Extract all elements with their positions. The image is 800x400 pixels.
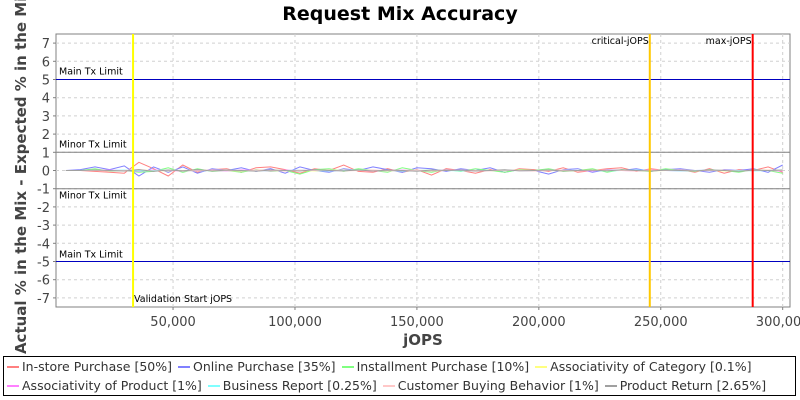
marker-label: critical-jOPS — [592, 36, 649, 47]
legend-item: Online Purchase [35%] — [177, 359, 336, 374]
y-tick-label: -4 — [37, 237, 50, 252]
x-tick-label: 150,000 — [390, 315, 444, 330]
legend-swatch — [7, 365, 19, 368]
y-tick-label: 7 — [42, 37, 50, 52]
legend-swatch — [7, 384, 19, 387]
legend-swatch — [535, 365, 548, 368]
series-line-2 — [65, 167, 783, 175]
legend-row: In-store Purchase [50%] Online Purchase [… — [4, 357, 795, 376]
legend-swatch — [604, 384, 617, 387]
legend-swatch — [177, 365, 190, 368]
legend-item: Product Return [2.65%] — [604, 378, 767, 393]
marker-label: max-jOPS — [706, 36, 752, 47]
x-tick-label: 250,000 — [634, 315, 688, 330]
legend-item: In-store Purchase [50%] — [7, 359, 172, 374]
y-tick-label: -7 — [37, 292, 50, 307]
legend-label: Business Report [0.25%] — [222, 378, 377, 393]
y-tick-label: 6 — [42, 55, 50, 70]
legend-item: Associativity of Product [1%] — [7, 378, 202, 393]
limit-label: Main Tx Limit — [59, 67, 123, 78]
y-tick-label: -1 — [37, 183, 50, 198]
legend-item: Business Report [0.25%] — [207, 378, 377, 393]
legend-swatch — [207, 384, 220, 387]
legend-label: Customer Buying Behavior [1%] — [397, 378, 599, 393]
legend-swatch — [382, 384, 395, 387]
chart: 50,000 100,000 150,000 200,000 250,000 300,00… — [12, 0, 800, 354]
x-tick-label: 200,000 — [512, 315, 566, 330]
legend-label: In-store Purchase [50%] — [22, 359, 172, 374]
y-tick-label: -3 — [37, 219, 50, 234]
y-tick-label: 5 — [42, 74, 50, 89]
marker-label: Validation Start jOPS — [134, 294, 232, 305]
legend-row: Associativity of Product [1%] Business Re… — [4, 376, 795, 395]
x-tick-label: 300,000 — [756, 315, 800, 330]
y-tick-label: 4 — [42, 92, 50, 107]
legend-label: Associativity of Category [0.1%] — [550, 359, 752, 374]
y-tick-label: 0 — [42, 165, 50, 180]
legend: In-store Purchase [50%] Online Purchase [… — [3, 356, 796, 396]
legend-item: Customer Buying Behavior [1%] — [382, 378, 599, 393]
legend-swatch — [341, 365, 354, 368]
chart-title: Request Mix Accuracy — [282, 3, 518, 25]
limit-label: Minor Tx Limit — [59, 139, 127, 150]
limit-label: Minor Tx Limit — [59, 191, 127, 202]
x-axis-label: jOPS — [402, 331, 443, 349]
y-axis-label: Actual % in the Mix - Expected % in the … — [12, 0, 30, 354]
y-tick-label: 3 — [42, 110, 50, 125]
legend-label: Product Return [2.65%] — [619, 378, 767, 393]
x-tick-label: 100,000 — [268, 315, 322, 330]
y-tick-label: 2 — [42, 128, 50, 143]
series-line-7 — [65, 169, 783, 172]
legend-label: Installment Purchase [10%] — [356, 359, 530, 374]
y-tick-label: 1 — [42, 146, 50, 161]
limit-label: Main Tx Limit — [59, 250, 123, 261]
legend-label: Online Purchase [35%] — [192, 359, 336, 374]
x-tick-label: 50,000 — [150, 315, 196, 330]
legend-label: Associativity of Product [1%] — [22, 378, 202, 393]
y-tick-label: -6 — [37, 274, 50, 289]
legend-item: Associativity of Category [0.1%] — [535, 359, 752, 374]
y-tick-label: -5 — [37, 256, 50, 271]
y-tick-label: -2 — [37, 201, 50, 216]
legend-item: Installment Purchase [10%] — [341, 359, 530, 374]
